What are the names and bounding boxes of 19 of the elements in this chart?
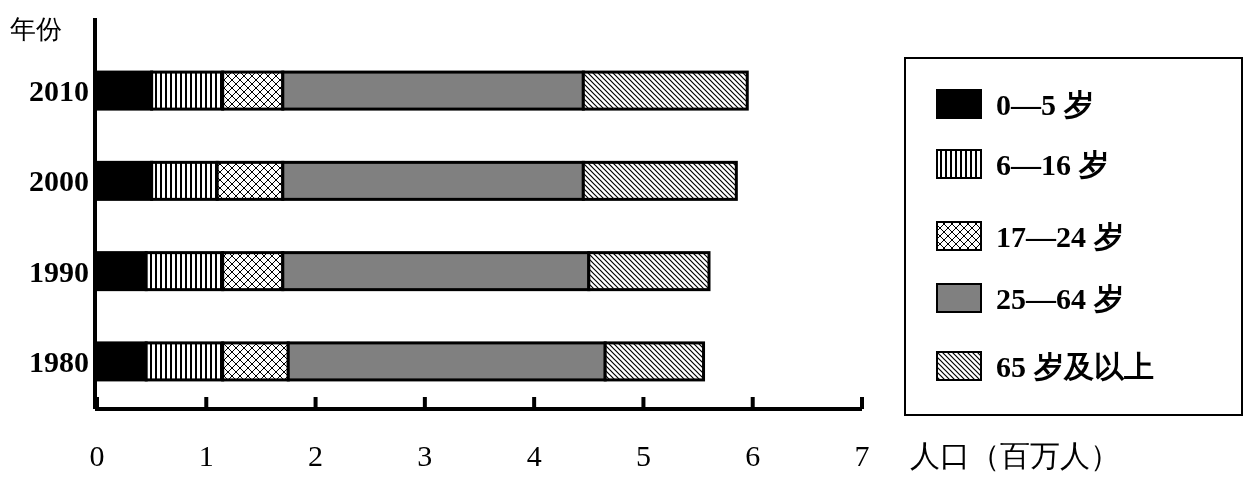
x-tick-label: 0 — [89, 439, 105, 472]
legend-label: 0—5 岁 — [996, 87, 1094, 121]
y-tick-label: 1990 — [29, 254, 89, 288]
x-tick-label: 2 — [308, 439, 324, 472]
y-axis-title: 年份 — [10, 15, 62, 44]
legend-label: 25—64 岁 — [996, 281, 1124, 315]
x-axis-title: 人口（百万人） — [910, 439, 1120, 472]
legend-label: 65 岁及以上 — [996, 349, 1154, 383]
y-tick-label: 2000 — [29, 164, 89, 198]
x-tick-label: 6 — [745, 439, 761, 472]
y-tick-label: 1980 — [29, 344, 89, 378]
x-tick-label: 7 — [854, 439, 870, 472]
x-tick-label: 5 — [635, 439, 651, 472]
x-tick-label: 4 — [526, 439, 542, 472]
x-tick-label: 1 — [198, 439, 214, 472]
legend-label: 6—16 岁 — [996, 147, 1109, 181]
x-tick-label: 3 — [417, 439, 433, 472]
y-tick-label: 2010 — [29, 74, 89, 108]
legend-label: 17—24 岁 — [996, 219, 1124, 253]
